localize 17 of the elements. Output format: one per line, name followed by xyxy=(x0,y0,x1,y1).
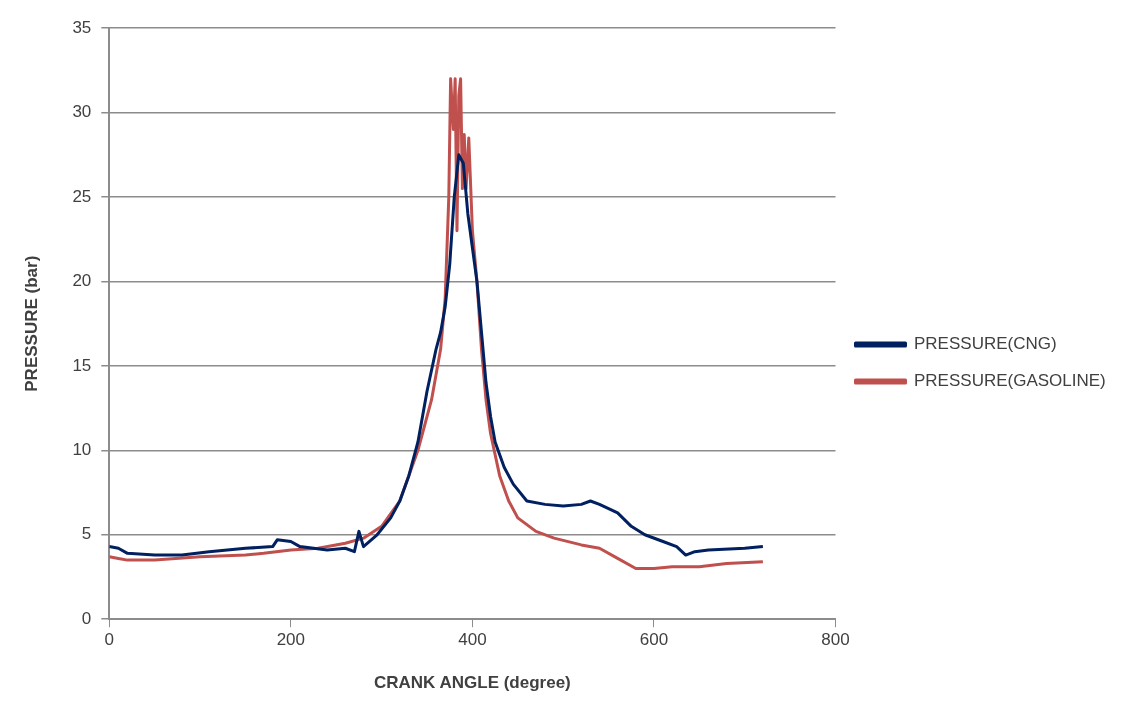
y-tick-label: 20 xyxy=(72,271,92,291)
y-tick-label: 25 xyxy=(72,186,92,206)
y-tick-label: 5 xyxy=(81,524,92,544)
y-tick-label: 0 xyxy=(81,608,92,628)
x-tick-label: 800 xyxy=(821,630,850,650)
y-axis-title: PRESSURE (bar) xyxy=(21,255,41,392)
legend-label: PRESSURE(CNG) xyxy=(914,334,1057,354)
x-tick-label: 600 xyxy=(639,630,669,650)
y-tick-label: 30 xyxy=(72,102,92,122)
x-tick-label: 200 xyxy=(276,630,306,650)
legend-label: PRESSURE(GASOLINE) xyxy=(914,371,1106,391)
y-tick-label: 35 xyxy=(72,17,92,37)
x-tick-label: 0 xyxy=(104,630,115,650)
x-axis-title: CRANK ANGLE (degree) xyxy=(374,673,571,693)
y-tick-label: 15 xyxy=(72,355,92,375)
y-tick-label: 10 xyxy=(72,440,92,460)
x-tick-label: 400 xyxy=(458,630,487,650)
